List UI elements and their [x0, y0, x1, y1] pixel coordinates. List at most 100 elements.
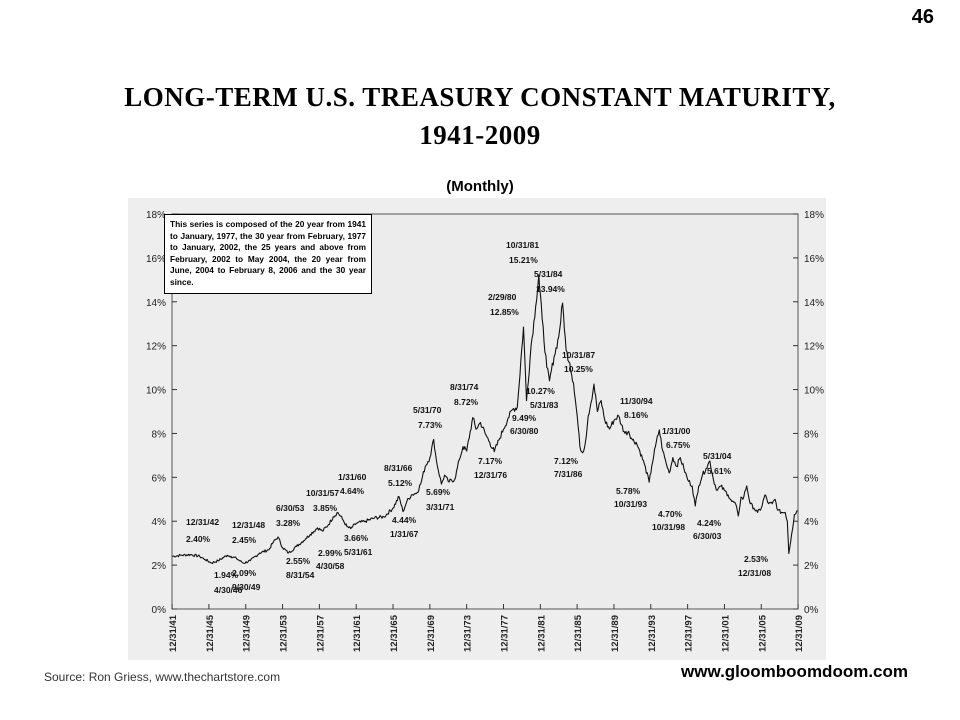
x-tick-label: 12/31/97: [684, 615, 695, 652]
annotation-value: 5.78%: [616, 486, 641, 496]
annotation-value: 13.94%: [536, 284, 565, 294]
y-tick-label-right: 12%: [804, 342, 824, 353]
y-tick-label-left: 6%: [152, 473, 167, 484]
x-tick-label: 12/31/41: [168, 614, 179, 652]
annotation-value: 1.94%: [214, 570, 239, 580]
x-tick-label: 12/31/61: [352, 614, 363, 652]
y-tick-label-left: 14%: [146, 298, 166, 309]
y-tick-label-left: 16%: [146, 254, 166, 265]
x-tick-label: 12/31/01: [720, 614, 731, 652]
y-tick-label-left: 10%: [146, 386, 166, 397]
annotation-value: 6.75%: [666, 440, 691, 450]
annotation-value: 15.21%: [509, 255, 538, 265]
annotation-value: 3.66%: [344, 533, 369, 543]
annotation-value: 10.25%: [564, 364, 593, 374]
y-tick-label-left: 4%: [152, 517, 167, 528]
annotation-date: 10/31/98: [652, 522, 685, 532]
x-tick-label: 12/31/93: [647, 615, 658, 652]
annotation-value: 2.99%: [318, 548, 343, 558]
x-tick-label: 12/31/89: [610, 615, 621, 652]
y-tick-label-right: 10%: [804, 386, 824, 397]
y-tick-label-right: 8%: [804, 429, 819, 440]
x-tick-label: 12/31/81: [536, 614, 547, 652]
chart-subtitle: (Monthly): [446, 178, 514, 195]
annotation-value: 5.12%: [388, 478, 413, 488]
annotation-value: 3.85%: [313, 503, 338, 513]
annotation-date: 12/31/76: [474, 470, 507, 480]
annotation-value: 7.17%: [478, 456, 503, 466]
annotation-value: 4.44%: [392, 515, 417, 525]
annotation-value: 2.45%: [232, 535, 257, 545]
annotation-value: 7.12%: [554, 456, 579, 466]
annotation-date: 8/31/74: [450, 382, 479, 392]
annotation-value: 3.28%: [276, 518, 301, 528]
annotation-date: 3/31/71: [426, 502, 455, 512]
annotation-date: 10/31/57: [306, 488, 339, 498]
annotation-date: 4/30/46: [214, 585, 243, 595]
y-tick-label-left: 2%: [152, 561, 167, 572]
x-tick-label: 12/31/77: [500, 615, 511, 652]
x-tick-label: 12/31/45: [205, 614, 216, 652]
y-tick-label-right: 18%: [804, 210, 824, 221]
annotation-date: 8/31/54: [286, 570, 315, 580]
x-tick-label: 12/31/05: [757, 614, 768, 652]
annotation-date: 6/30/03: [693, 531, 722, 541]
y-tick-label-left: 18%: [146, 210, 166, 221]
annotation-date: 1/31/00: [662, 426, 691, 436]
annotation-date: 6/30/53: [276, 503, 305, 513]
annotation-value: 4.64%: [340, 486, 365, 496]
chart-title-line1: LONG-TERM U.S. TREASURY CONSTANT MATURIT…: [124, 82, 836, 112]
x-tick-label: 12/31/49: [242, 615, 253, 652]
annotation-date: 12/31/08: [738, 568, 771, 578]
chart-title-line2: 1941-2009: [419, 120, 541, 150]
annotation-value: 10.27%: [526, 386, 555, 396]
page-number: 46: [911, 6, 934, 28]
annotation-date: 5/31/83: [530, 400, 559, 410]
annotation-date: 1/31/60: [338, 472, 367, 482]
annotation-date: 10/31/87: [562, 350, 595, 360]
y-tick-label-left: 0%: [152, 605, 167, 616]
yield-series-line: [172, 274, 798, 565]
annotation-value: 9.49%: [512, 413, 537, 423]
x-tick-label: 12/31/09: [794, 615, 805, 652]
y-tick-label-right: 0%: [804, 605, 819, 616]
annotation-value: 8.16%: [624, 410, 649, 420]
y-tick-label-right: 2%: [804, 561, 819, 572]
annotation-date: 5/31/04: [703, 451, 732, 461]
annotation-date: 8/31/66: [384, 463, 413, 473]
annotation-date: 5/31/70: [413, 405, 442, 415]
y-tick-label-left: 12%: [146, 342, 166, 353]
annotation-date: 9/30/49: [232, 582, 261, 592]
source-credit: Source: Ron Griess, www.thechartstore.co…: [44, 670, 281, 684]
annotation-value: 5.69%: [426, 487, 451, 497]
annotation-value: 7.73%: [418, 420, 443, 430]
annotation-date: 12/31/48: [232, 520, 265, 530]
y-tick-label-right: 16%: [804, 254, 824, 265]
annotation-value: 2.40%: [186, 534, 211, 544]
annotation-value: 4.24%: [697, 518, 722, 528]
y-tick-label-right: 4%: [804, 517, 819, 528]
annotation-date: 6/30/80: [510, 426, 539, 436]
annotation-date: 1/31/67: [390, 529, 419, 539]
annotation-value: 4.70%: [658, 509, 683, 519]
annotation-value: 2.55%: [286, 556, 311, 566]
website-link[interactable]: www.gloomboomdoom.com: [681, 662, 908, 681]
x-tick-label: 12/31/69: [426, 615, 437, 652]
annotation-date: 12/31/42: [186, 517, 219, 527]
x-tick-label: 12/31/57: [315, 615, 326, 652]
annotation-date: 2/29/80: [488, 292, 517, 302]
x-tick-label: 12/31/73: [463, 615, 474, 652]
annotation-date: 5/31/84: [534, 269, 563, 279]
x-tick-label: 12/31/53: [279, 615, 290, 652]
x-tick-label: 12/31/65: [389, 614, 400, 652]
y-tick-label-right: 14%: [804, 298, 824, 309]
series-note: This series is composed of the 20 year f…: [164, 214, 372, 294]
annotation-value: 2.09%: [232, 568, 257, 578]
annotation-date: 11/30/94: [620, 396, 653, 406]
annotation-date: 10/31/81: [506, 240, 539, 250]
annotation-date: 7/31/86: [554, 469, 583, 479]
annotation-value: 12.85%: [490, 307, 519, 317]
annotation-date: 10/31/93: [614, 499, 647, 509]
y-tick-label-right: 6%: [804, 473, 819, 484]
y-tick-label-left: 8%: [152, 429, 167, 440]
